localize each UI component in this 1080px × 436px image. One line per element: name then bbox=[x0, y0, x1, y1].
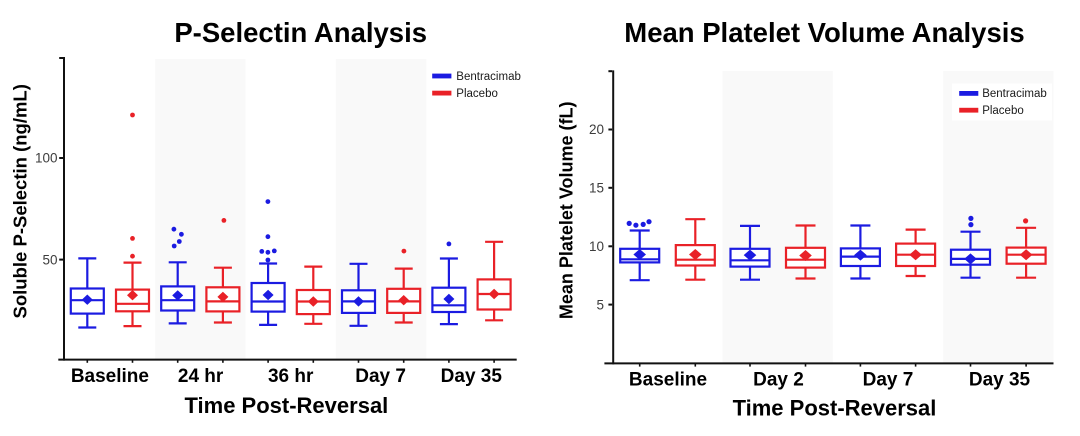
svg-text:Soluble P-Selectin (ng/mL): Soluble P-Selectin (ng/mL) bbox=[10, 84, 31, 318]
svg-text:5: 5 bbox=[596, 297, 604, 312]
svg-text:Day 7: Day 7 bbox=[863, 370, 914, 391]
svg-text:36 hr: 36 hr bbox=[268, 366, 314, 387]
svg-text:Day 35: Day 35 bbox=[969, 370, 1031, 391]
svg-text:Placebo: Placebo bbox=[456, 88, 498, 100]
svg-text:100: 100 bbox=[35, 151, 58, 166]
svg-text:Mean Platelet Volume Analysis: Mean Platelet Volume Analysis bbox=[624, 17, 1024, 48]
svg-text:Time Post-Reversal: Time Post-Reversal bbox=[733, 395, 937, 420]
svg-text:Mean Platelet Volume (fL): Mean Platelet Volume (fL) bbox=[557, 101, 577, 319]
svg-text:Day 2: Day 2 bbox=[753, 370, 804, 391]
svg-text:Day 7: Day 7 bbox=[355, 366, 406, 387]
svg-text:10: 10 bbox=[589, 239, 604, 254]
svg-text:Baseline: Baseline bbox=[629, 370, 707, 391]
svg-text:24 hr: 24 hr bbox=[178, 366, 224, 387]
svg-text:50: 50 bbox=[42, 252, 57, 267]
svg-text:Baseline: Baseline bbox=[71, 366, 149, 387]
svg-text:Time Post-Reversal: Time Post-Reversal bbox=[184, 393, 388, 418]
svg-text:15: 15 bbox=[589, 181, 604, 196]
svg-text:P-Selectin Analysis: P-Selectin Analysis bbox=[174, 17, 427, 48]
svg-text:Placebo: Placebo bbox=[982, 105, 1024, 117]
svg-text:20: 20 bbox=[589, 122, 604, 137]
svg-text:Day 35: Day 35 bbox=[441, 366, 503, 387]
svg-text:Bentracimab: Bentracimab bbox=[456, 71, 521, 83]
svg-text:Bentracimab: Bentracimab bbox=[982, 88, 1047, 100]
